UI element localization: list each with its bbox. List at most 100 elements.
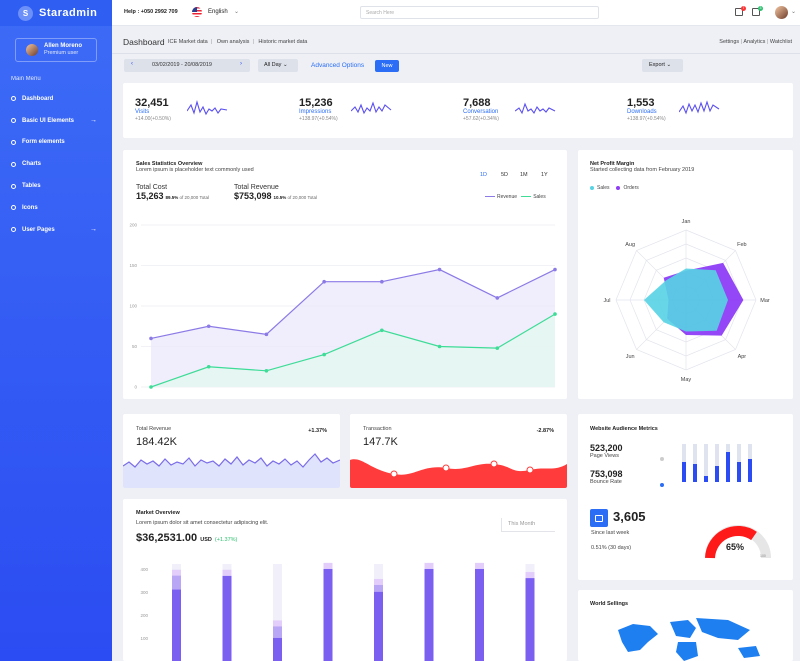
advanced-options-link[interactable]: Advanced Options xyxy=(311,62,365,69)
net-profit-card: Net Profit Margin Started collecting dat… xyxy=(578,150,793,399)
help-phone: Help : +050 2992 709 xyxy=(124,9,178,15)
radar-series-sales xyxy=(644,268,728,332)
topbar: Help : +050 2992 709 English ⌄ Search He… xyxy=(112,0,800,26)
link-own-analysis[interactable]: Own analysis xyxy=(216,39,250,45)
total-cost-value: 15,263 xyxy=(136,191,164,201)
stat-value: 32,451 xyxy=(135,97,169,109)
world-sellings-card: World Sellings xyxy=(578,590,793,661)
chevron-left-icon[interactable]: ‹ xyxy=(131,61,133,67)
data-point xyxy=(495,346,500,350)
arrow-right-icon: → xyxy=(90,116,97,124)
bar xyxy=(704,476,708,482)
sales-title: Sales Statistics Overview xyxy=(136,161,203,167)
map-region-europe xyxy=(670,620,696,638)
wave-point xyxy=(442,464,450,472)
us-flag-icon[interactable] xyxy=(192,7,202,17)
range-5d[interactable]: 5D xyxy=(501,172,509,178)
stat-sparkline xyxy=(515,102,556,115)
sidebar-item-user-pages[interactable]: User Pages → xyxy=(0,219,112,241)
chevron-right-icon[interactable]: › xyxy=(240,61,242,67)
legend-swatch xyxy=(521,196,532,198)
export-dropdown[interactable]: Export ⌄ xyxy=(642,59,683,72)
total-cost-note: of 20,000 Total xyxy=(179,195,209,200)
language-selector[interactable]: English xyxy=(208,9,228,15)
sidebar-item-icons[interactable]: Icons xyxy=(0,197,112,219)
circle-icon xyxy=(11,183,16,189)
stat-label: Visits xyxy=(135,109,150,115)
stat-sparkline xyxy=(351,101,392,115)
new-button[interactable]: New xyxy=(375,60,399,72)
radar-label: Mar xyxy=(760,298,770,304)
sidebar-item-charts[interactable]: Charts xyxy=(0,153,112,175)
range-1m[interactable]: 1M xyxy=(520,172,528,178)
gauge-max: 100 xyxy=(760,554,766,558)
chevron-down-icon[interactable]: ⌄ xyxy=(234,9,240,15)
data-point xyxy=(149,385,153,389)
date-range-text[interactable]: 03/02/2019 - 20/08/2019 xyxy=(152,62,212,68)
link-historic[interactable]: Historic market data xyxy=(258,39,308,45)
circle-icon xyxy=(11,139,16,145)
bar-series-a xyxy=(172,575,181,661)
separator: | xyxy=(766,39,769,45)
sales-statistics-card: Sales Statistics Overview Lorem ipsum is… xyxy=(123,150,567,399)
total-revenue-card: Total Revenue 184.42K +1.37% xyxy=(123,414,340,488)
data-point xyxy=(495,296,500,300)
market-change: (+1.37%) xyxy=(214,537,238,543)
revenue-card-value: 184.42K xyxy=(136,436,177,448)
market-bar-chart: 400 300 200 100 xyxy=(140,562,535,661)
sidebar-item-tables[interactable]: Tables xyxy=(0,175,112,197)
stat-value: 15,236 xyxy=(299,97,333,109)
mail-icon[interactable]: 7 xyxy=(735,6,746,16)
chat-icon[interactable]: 3 xyxy=(752,6,763,16)
link-ice-market[interactable]: ICE Market data xyxy=(168,39,208,45)
sidebar-item-label: Basic UI Elements xyxy=(22,117,75,124)
legend-sales: Sales xyxy=(597,185,610,191)
search-input[interactable]: Search Here xyxy=(360,6,599,19)
circle-icon xyxy=(11,118,16,124)
data-point xyxy=(553,312,557,316)
profile-role: Premium user xyxy=(44,50,79,56)
range-1d[interactable]: 1D xyxy=(480,172,488,178)
indicator-dot xyxy=(660,457,664,461)
link-settings[interactable]: Settings xyxy=(719,39,740,45)
data-point xyxy=(322,352,326,357)
arrow-right-icon: → xyxy=(90,225,97,233)
user-avatar[interactable] xyxy=(775,6,788,19)
data-point xyxy=(437,267,442,272)
sidebar-item-basic-ui-elements[interactable]: Basic UI Elements → xyxy=(0,110,112,132)
sparkline-line xyxy=(515,102,556,115)
stat-change: +14.00(+0.50%) xyxy=(135,116,171,122)
wave-point xyxy=(526,466,534,474)
wave-point xyxy=(390,470,398,478)
total-revenue: Total Revenue $753,098 10.5% of 20,000 T… xyxy=(234,184,317,201)
link-watchlist[interactable]: Watchlist xyxy=(769,39,792,45)
legend-sales: Sales xyxy=(533,194,546,200)
sidebar-item-dashboard[interactable]: Dashboard xyxy=(0,88,112,110)
sidebar-item-label: User Pages xyxy=(22,226,55,233)
chevron-down-icon[interactable]: ⌄ xyxy=(791,9,797,15)
sidebar-item-form-elements[interactable]: Form elements xyxy=(0,132,112,154)
bounce-value: 753,098 xyxy=(590,469,623,479)
legend-swatch xyxy=(590,185,594,190)
y-tick-label: 400 xyxy=(140,567,148,572)
brand[interactable]: S Staradmin xyxy=(0,0,112,26)
menu-heading: Main Menu xyxy=(11,76,41,82)
separator: | xyxy=(210,39,213,45)
radar-label: Jan xyxy=(682,219,691,225)
data-point xyxy=(206,324,211,329)
period-dropdown[interactable]: All Day ⌄ xyxy=(258,59,298,72)
total-revenue-pct: 10.5% xyxy=(273,195,287,200)
chevron-down-icon: ⌄ xyxy=(666,62,672,68)
range-1y[interactable]: 1Y xyxy=(541,172,548,178)
total-revenue-label: Total Revenue xyxy=(234,184,279,191)
link-analytics[interactable]: Analytics xyxy=(743,39,766,45)
transaction-change: -2.87% xyxy=(536,428,554,434)
bar xyxy=(715,466,719,482)
period-select[interactable]: This Month xyxy=(501,518,555,532)
stat-label: Impressions xyxy=(299,109,332,115)
market-amount: $36,2531.00 xyxy=(136,532,198,544)
bar-series-a xyxy=(222,575,232,661)
since-value: 3,605 xyxy=(613,509,646,524)
profile-card[interactable]: Allen Moreno Premium user xyxy=(15,38,97,62)
filter-bar: ‹ 03/02/2019 - 20/08/2019 › All Day ⌄ Ad… xyxy=(112,55,800,78)
